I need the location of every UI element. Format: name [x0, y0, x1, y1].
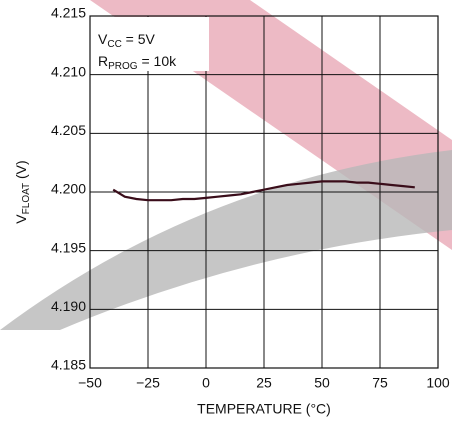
watermark-gray — [0, 150, 452, 330]
y-tick-label: 4.185 — [51, 357, 86, 373]
annotation-sub: PROG — [108, 61, 138, 72]
y-axis-label: VFLOAT (V) — [13, 160, 32, 223]
watermark — [0, 0, 452, 330]
annotation: RPROG = 10k — [98, 53, 177, 72]
annotation-rest: = 10k — [138, 53, 178, 69]
y-tick-label: 4.205 — [51, 122, 86, 138]
x-axis-label: TEMPERATURE (°C) — [197, 401, 331, 417]
y-axis-label-rest: (V) — [13, 160, 29, 183]
x-tick-label: 25 — [256, 375, 272, 391]
annotation-main: R — [98, 53, 108, 69]
x-tick-label: −50 — [78, 375, 102, 391]
y-tick-label: 4.210 — [51, 63, 86, 79]
y-tick-label: 4.190 — [51, 298, 86, 314]
x-tick-label: 0 — [202, 375, 210, 391]
annotation-main: V — [98, 31, 108, 47]
annotation: VCC = 5V — [98, 31, 156, 50]
y-tick-label: 4.215 — [51, 5, 86, 21]
x-tick-label: 75 — [372, 375, 388, 391]
annotation-box — [91, 17, 209, 71]
data-line — [112, 180, 415, 202]
y-tick-label: 4.200 — [51, 181, 86, 197]
x-tick-label: 100 — [426, 375, 450, 391]
annotation-rest: = 5V — [122, 31, 156, 47]
x-tick-label: 50 — [314, 375, 330, 391]
x-tick-label: −25 — [136, 375, 160, 391]
annotation-sub: CC — [107, 39, 121, 50]
y-axis-label-sub: FLOAT — [21, 183, 32, 214]
y-axis-label-main: V — [13, 214, 29, 224]
y-tick-label: 4.195 — [51, 239, 86, 255]
